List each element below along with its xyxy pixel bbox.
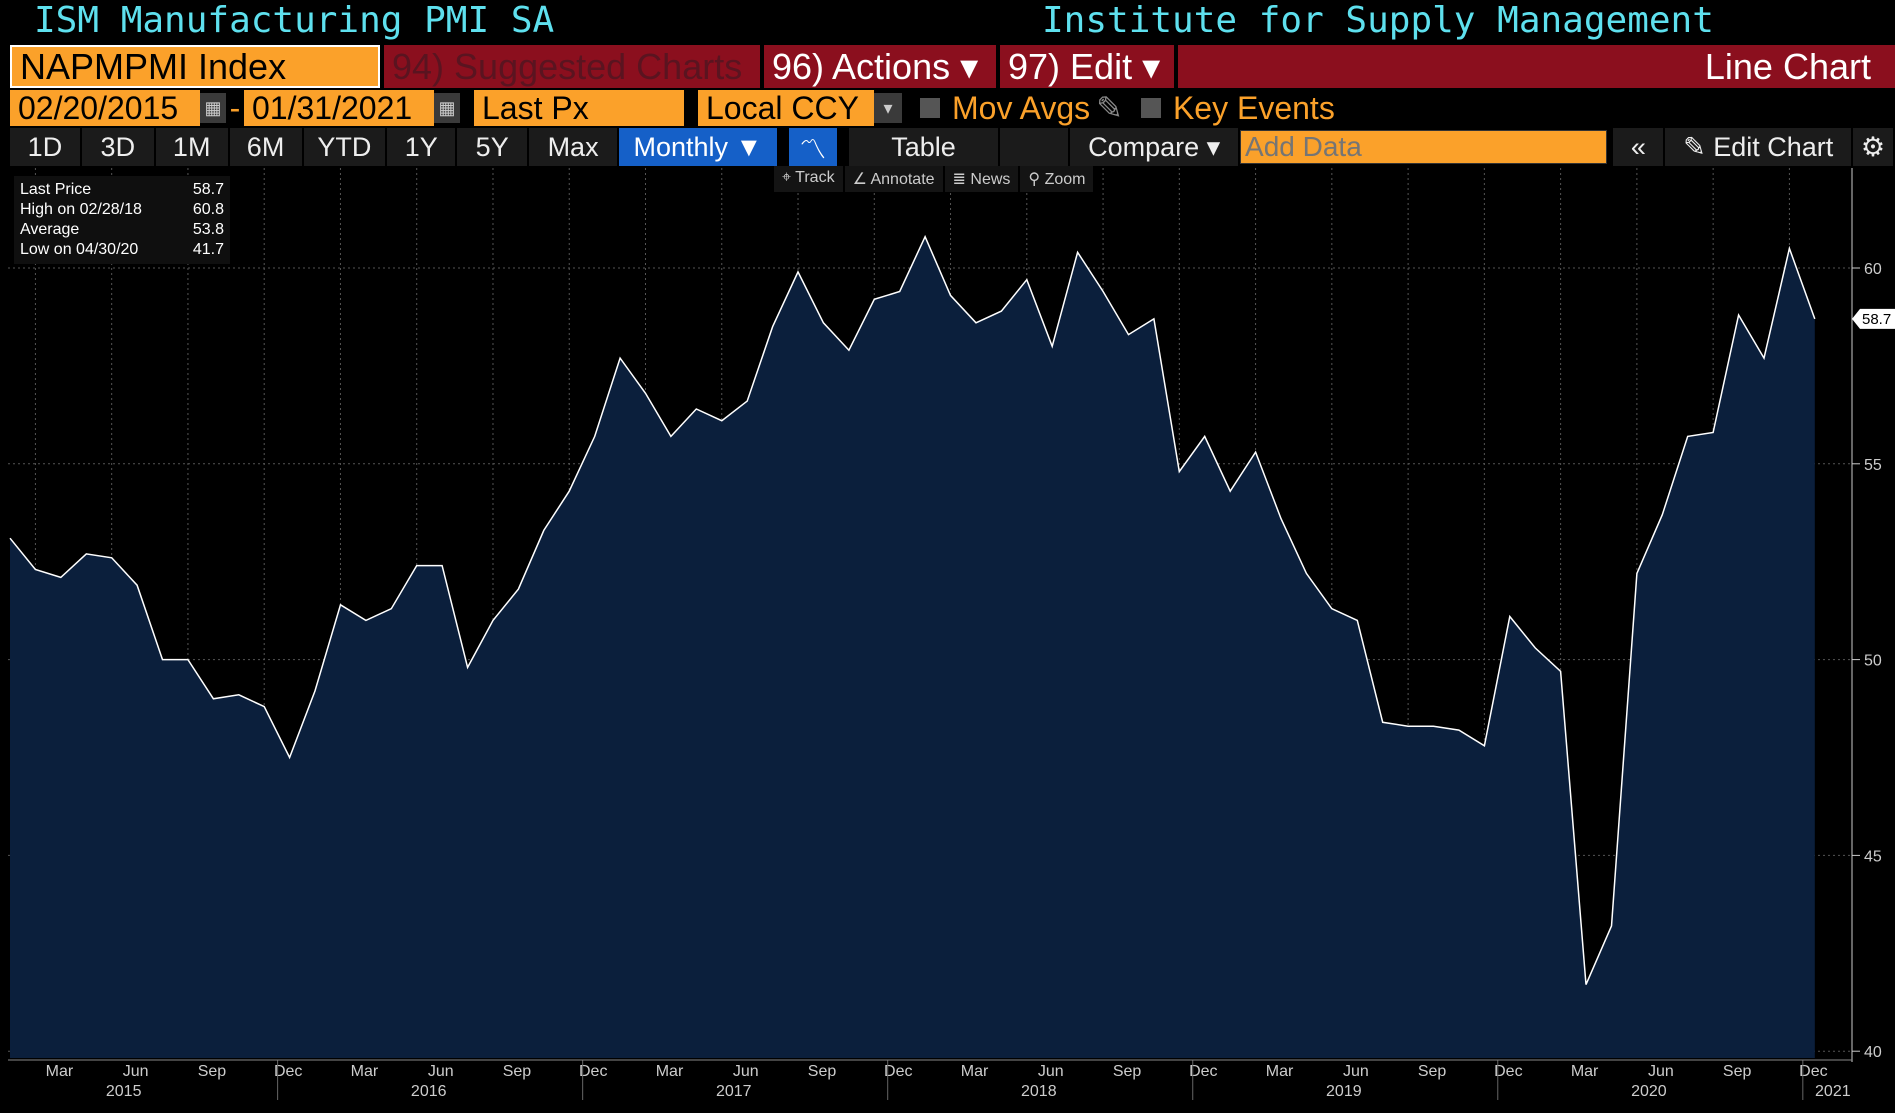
gear-icon[interactable]: ⚙ xyxy=(1853,128,1893,166)
year-label: 2017 xyxy=(716,1083,752,1100)
x-tick-label: Sep xyxy=(1113,1063,1142,1080)
x-tick-label: Dec xyxy=(884,1063,912,1080)
key-events-checkbox[interactable] xyxy=(1140,98,1161,118)
end-date-input[interactable]: 01/31/2021 xyxy=(244,90,434,126)
date-separator: - xyxy=(229,89,241,126)
period-ytd[interactable]: YTD xyxy=(303,128,386,166)
x-tick-label: Sep xyxy=(808,1063,837,1080)
pencil-icon[interactable]: ✎ xyxy=(1096,90,1123,126)
year-label: 2020 xyxy=(1631,1083,1667,1100)
year-label: 2018 xyxy=(1021,1083,1057,1100)
last-value-badge xyxy=(1852,308,1895,329)
x-tick-label: Jun xyxy=(123,1063,149,1080)
x-tick-label: Jun xyxy=(1648,1063,1674,1080)
x-tick-label: Dec xyxy=(274,1063,302,1080)
y-tick-label: 50 xyxy=(1864,653,1882,670)
edit-menu[interactable]: 97) Edit ▾ xyxy=(1000,45,1174,88)
year-label: 2021 xyxy=(1815,1083,1851,1100)
edit-chart-button[interactable]: ✎ Edit Chart xyxy=(1665,128,1852,166)
period-5y[interactable]: 5Y xyxy=(457,128,528,166)
spacer xyxy=(1000,128,1069,166)
collapse-icon[interactable]: « xyxy=(1613,128,1664,166)
x-tick-label: Sep xyxy=(1418,1063,1447,1080)
table-button[interactable]: Table xyxy=(848,128,999,166)
legend-high: High on 02/28/18 60.8 xyxy=(20,201,224,218)
x-tick-label: Jun xyxy=(733,1063,759,1080)
x-tick-label: Dec xyxy=(1189,1063,1217,1080)
x-tick-label: Mar xyxy=(351,1063,379,1080)
actions-menu[interactable]: 96) Actions ▾ xyxy=(764,45,996,88)
frequency-select[interactable]: Monthly ▼ xyxy=(619,128,777,166)
series-line xyxy=(9,234,1816,985)
chevron-down-icon[interactable]: ▾ xyxy=(874,93,902,123)
edit-chart-label: Edit Chart xyxy=(1713,131,1834,162)
chart-type-label: Line Chart xyxy=(1178,45,1895,88)
legend: Last Price 58.7 High on 02/28/18 60.8 Aver… xyxy=(14,176,230,264)
annotate-tool[interactable]: ∠ Annotate xyxy=(844,166,943,192)
ticker-input[interactable]: NAPMPMI Index xyxy=(10,45,380,88)
mov-avgs-label: Mov Avgs xyxy=(952,89,1091,126)
x-tick-label: Dec xyxy=(1494,1063,1522,1080)
last-value-label: 58.7 xyxy=(1862,311,1891,328)
area-fill xyxy=(10,236,1815,1058)
year-label: 2016 xyxy=(411,1083,447,1100)
calendar-icon[interactable]: ▦ xyxy=(200,93,226,123)
compare-menu[interactable]: Compare ▾ xyxy=(1070,128,1239,166)
period-1d[interactable]: 1D xyxy=(9,128,80,166)
x-tick-label: Jun xyxy=(1343,1063,1369,1080)
title-bar: ISM Manufacturing PMI SA Institute for S… xyxy=(0,0,1895,44)
period-max[interactable]: Max xyxy=(529,128,617,166)
zoom-tool[interactable]: ⚲ Zoom xyxy=(1020,166,1094,192)
period-3d[interactable]: 3D xyxy=(81,128,154,166)
source-name: Institute for Supply Management xyxy=(1042,0,1714,41)
y-tick-label: 60 xyxy=(1864,261,1882,278)
x-tick-label: Mar xyxy=(1266,1063,1294,1080)
legend-low: Low on 04/30/20 41.7 xyxy=(20,241,224,258)
start-date-input[interactable]: 02/20/2015 xyxy=(10,90,200,126)
x-tick-label: Mar xyxy=(961,1063,989,1080)
suggested-charts-button[interactable]: 94) Suggested Charts xyxy=(384,45,760,88)
x-tick-label: Sep xyxy=(1723,1063,1752,1080)
x-tick-label: Jun xyxy=(1038,1063,1064,1080)
x-tick-label: Sep xyxy=(198,1063,227,1080)
x-tick-label: Mar xyxy=(656,1063,684,1080)
key-events-label: Key Events xyxy=(1172,89,1335,126)
calendar-icon[interactable]: ▦ xyxy=(434,93,460,123)
x-tick-label: Sep xyxy=(503,1063,532,1080)
x-tick-label: Mar xyxy=(1571,1063,1599,1080)
x-tick-label: Dec xyxy=(1799,1063,1827,1080)
x-tick-label: Jun xyxy=(428,1063,454,1080)
news-tool[interactable]: ≣ News xyxy=(944,166,1019,192)
y-tick-label: 55 xyxy=(1864,457,1882,474)
x-tick-label: Dec xyxy=(579,1063,607,1080)
year-label: 2019 xyxy=(1326,1083,1362,1100)
chart-tools: ⌖ Track ∠ Annotate ≣ News ⚲ Zoom xyxy=(774,166,1095,192)
line-chart-icon[interactable]: 〽 xyxy=(788,128,837,166)
security-title: ISM Manufacturing PMI SA xyxy=(34,0,555,41)
year-label: 2015 xyxy=(106,1083,142,1100)
add-data-input[interactable] xyxy=(1240,130,1608,164)
y-tick-label: 45 xyxy=(1864,848,1882,865)
period-1m[interactable]: 1M xyxy=(155,128,228,166)
field-select[interactable]: Last Px xyxy=(474,90,684,126)
legend-average: Average 53.8 xyxy=(20,221,224,238)
pencil-icon: ✎ xyxy=(1683,131,1714,162)
legend-last-price: Last Price 58.7 xyxy=(20,181,224,198)
track-tool[interactable]: ⌖ Track xyxy=(774,166,843,192)
x-tick-label: Mar xyxy=(46,1063,74,1080)
period-6m[interactable]: 6M xyxy=(229,128,302,166)
period-1y[interactable]: 1Y xyxy=(387,128,456,166)
y-tick-label: 40 xyxy=(1864,1044,1882,1061)
mov-avgs-checkbox[interactable] xyxy=(920,98,940,118)
currency-select[interactable]: Local CCY xyxy=(698,90,874,126)
